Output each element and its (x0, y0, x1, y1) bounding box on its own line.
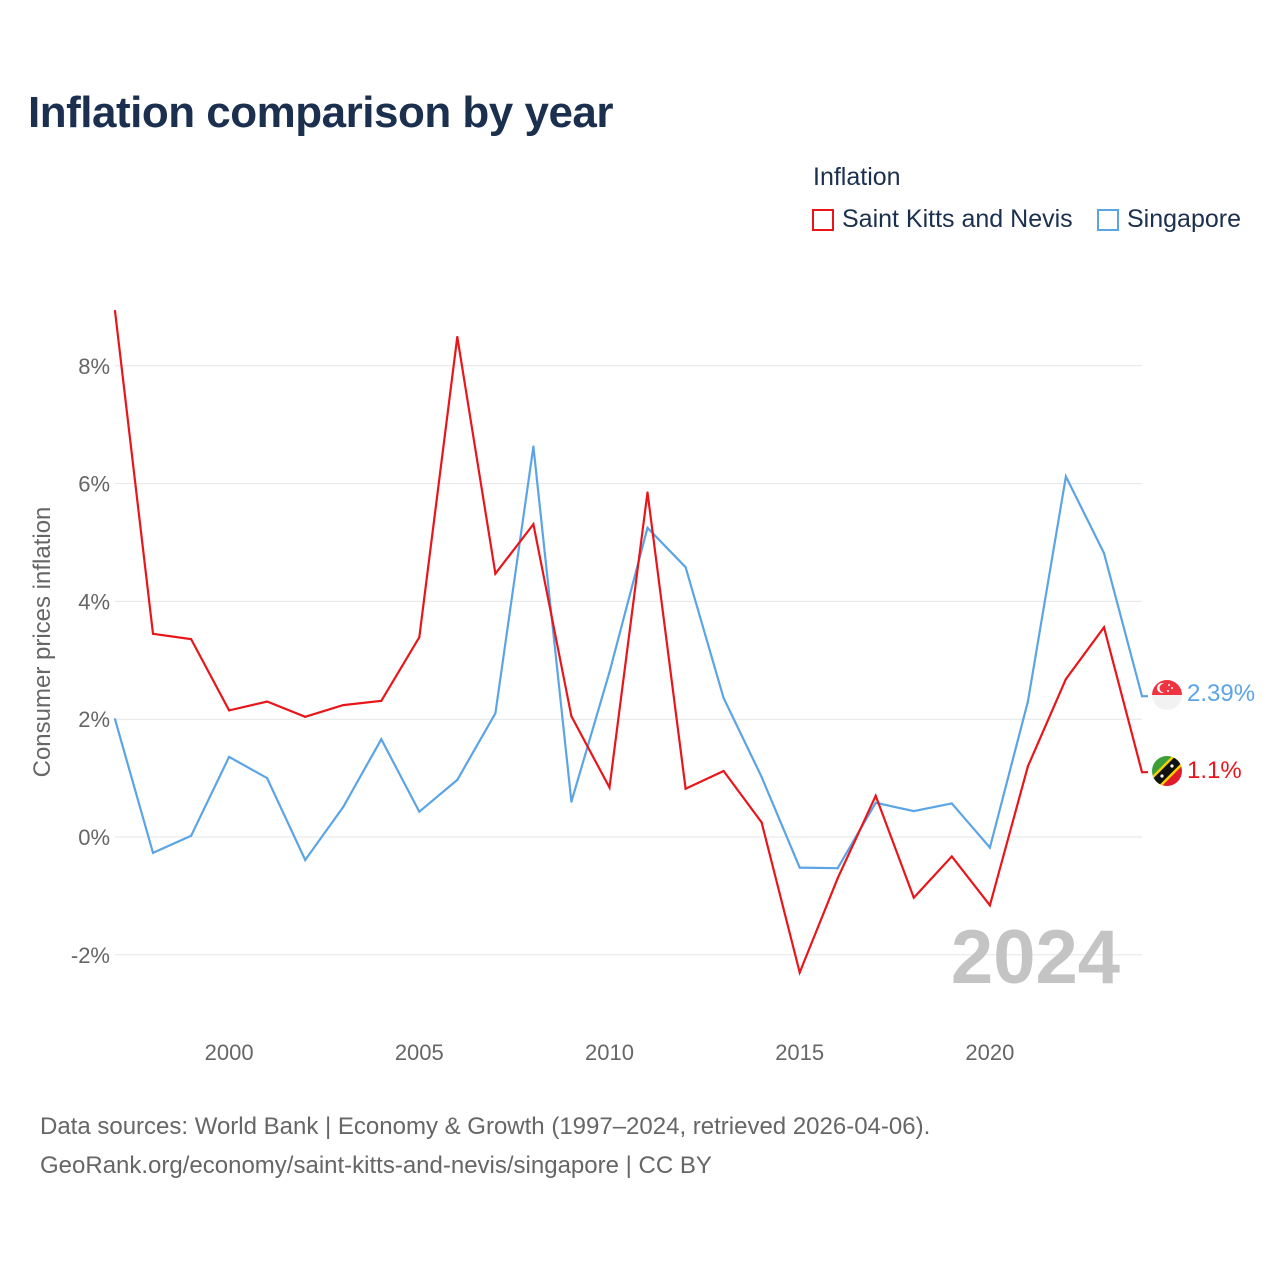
data-point-saint-kitts-and-nevis (304, 715, 307, 718)
data-point-saint-kitts-and-nevis (494, 572, 497, 575)
y-tick-label: 2% (78, 707, 110, 732)
series-line-singapore[interactable] (113, 446, 1148, 870)
data-point-saint-kitts-and-nevis (760, 821, 763, 824)
data-point-singapore (342, 805, 345, 809)
data-point-singapore (532, 445, 535, 448)
data-point-singapore (798, 866, 801, 869)
year-watermark: 2024 (951, 915, 1120, 1000)
chart-title: Inflation comparison by year (28, 88, 614, 137)
end-value-label-saint-kitts-and-nevis: 1.1% (1187, 757, 1242, 784)
data-point-saint-kitts-and-nevis (418, 636, 421, 639)
data-point-saint-kitts-and-nevis (988, 904, 991, 907)
x-tick-label: 2015 (775, 1040, 824, 1065)
data-point-saint-kitts-and-nevis (950, 855, 953, 858)
data-point-singapore (684, 566, 687, 569)
data-point-saint-kitts-and-nevis (912, 896, 915, 899)
series-line-saint-kitts-and-nevis[interactable] (113, 310, 1148, 977)
data-point-singapore (228, 755, 231, 758)
data-point-singapore (950, 802, 953, 805)
data-point-singapore (836, 867, 839, 870)
grid-lines (115, 365, 1142, 956)
data-point-saint-kitts-and-nevis (456, 335, 459, 339)
data-point-saint-kitts-and-nevis (342, 703, 345, 707)
y-tick-label: 8% (78, 354, 110, 379)
x-axis-ticks: 2000 2005 2010 2015 2020 (205, 1040, 1015, 1065)
data-point-saint-kitts-and-nevis (380, 699, 383, 703)
data-point-singapore (113, 718, 117, 721)
data-point-singapore (874, 801, 877, 804)
data-point-singapore (570, 800, 573, 803)
data-point-singapore (608, 670, 611, 674)
data-point-singapore (988, 846, 991, 849)
data-point-singapore (494, 712, 497, 715)
data-point-singapore (418, 810, 421, 813)
data-source-note: Data sources: World Bank | Economy & Gro… (40, 1107, 930, 1185)
data-point-saint-kitts-and-nevis (151, 632, 155, 635)
data-point-saint-kitts-and-nevis (1140, 771, 1144, 774)
legend-swatch-singapore (1097, 208, 1119, 231)
data-point-saint-kitts-and-nevis (228, 709, 231, 712)
legend-label-saint-kitts-and-nevis: Saint Kitts and Nevis (842, 205, 1073, 233)
data-point-singapore (760, 775, 763, 779)
data-point-singapore (1102, 552, 1106, 555)
legend-label-singapore: Singapore (1127, 205, 1241, 233)
x-tick-label: 2000 (205, 1040, 254, 1065)
singapore-flag-icon (1152, 680, 1182, 710)
legend-swatch-saint-kitts-and-nevis (812, 208, 834, 231)
x-tick-label: 2020 (965, 1040, 1014, 1065)
y-tick-label: 0% (78, 825, 110, 850)
data-point-saint-kitts-and-nevis (836, 877, 839, 880)
legend-item-saint-kitts-and-nevis[interactable]: Saint Kitts and Nevis (812, 205, 1073, 234)
data-point-saint-kitts-and-nevis (1064, 678, 1068, 681)
data-point-singapore (1140, 695, 1144, 698)
data-point-singapore (304, 858, 307, 862)
data-point-singapore (646, 526, 649, 529)
data-point-saint-kitts-and-nevis (113, 309, 117, 313)
data-point-saint-kitts-and-nevis (646, 491, 649, 494)
legend-title: Inflation (813, 163, 901, 191)
source-line-2[interactable]: GeoRank.org/economy/saint-kitts-and-nevi… (40, 1152, 712, 1179)
data-point-saint-kitts-and-nevis (266, 700, 269, 703)
data-point-singapore (722, 696, 725, 700)
data-point-singapore (189, 834, 193, 837)
source-line-1: Data sources: World Bank | Economy & Gro… (40, 1113, 931, 1140)
y-axis-label: Consumer prices inflation (29, 507, 56, 778)
data-point-saint-kitts-and-nevis (189, 637, 193, 641)
data-point-singapore (1026, 700, 1029, 703)
x-tick-label: 2005 (395, 1040, 444, 1065)
end-markers (1152, 680, 1182, 786)
y-tick-label: 4% (78, 589, 110, 614)
data-point-singapore (151, 851, 155, 855)
series-lines: 2.39% 1.1% (113, 309, 1255, 977)
legend-item-singapore[interactable]: Singapore (1097, 205, 1241, 234)
data-point-saint-kitts-and-nevis (798, 971, 801, 974)
data-point-singapore (456, 778, 459, 781)
data-point-saint-kitts-and-nevis (532, 523, 535, 526)
data-point-singapore (912, 809, 915, 813)
y-tick-label: -2% (71, 943, 110, 968)
data-point-saint-kitts-and-nevis (722, 769, 725, 773)
y-axis-ticks: -2% 0% 2% 4% 6% 8% (71, 354, 110, 968)
saint-kitts-and-nevis-flag-icon (1152, 756, 1182, 786)
x-tick-label: 2010 (585, 1040, 634, 1065)
data-point-singapore (1064, 475, 1068, 478)
end-value-label-singapore: 2.39% (1187, 680, 1255, 707)
y-tick-label: 6% (78, 472, 110, 497)
data-point-saint-kitts-and-nevis (684, 787, 687, 790)
data-point-saint-kitts-and-nevis (1102, 626, 1106, 629)
data-point-saint-kitts-and-nevis (1026, 765, 1029, 768)
data-point-singapore (380, 738, 383, 741)
data-point-singapore (266, 777, 269, 780)
data-point-saint-kitts-and-nevis (874, 794, 877, 797)
data-point-saint-kitts-and-nevis (608, 786, 611, 789)
data-point-saint-kitts-and-nevis (570, 715, 573, 718)
